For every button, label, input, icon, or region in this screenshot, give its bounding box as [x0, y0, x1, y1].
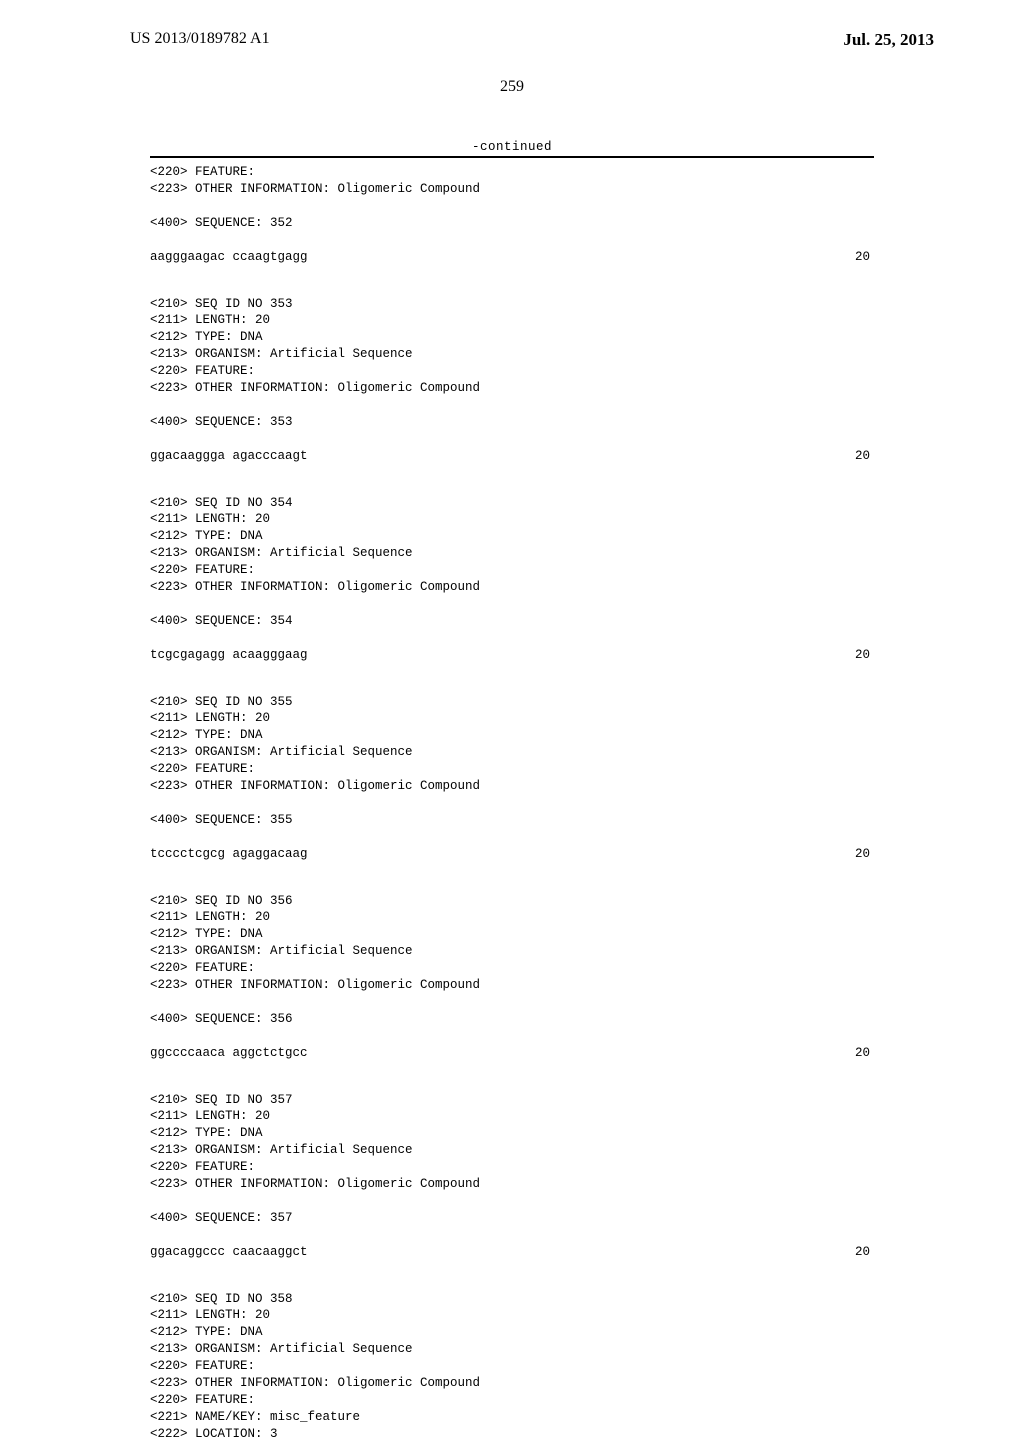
sequence-length: 20: [855, 1045, 874, 1062]
seq-text-line: <212> TYPE: DNA: [150, 926, 874, 943]
blank-line: [150, 1227, 874, 1244]
blank-line: [150, 266, 874, 296]
seq-text-line: <213> ORGANISM: Artificial Sequence: [150, 744, 874, 761]
seq-text-line: <223> OTHER INFORMATION: Oligomeric Comp…: [150, 778, 874, 795]
page-header: US 2013/0189782 A1 Jul. 25, 2013: [0, 0, 1024, 50]
sequence-length: 20: [855, 647, 874, 664]
sequence-length: 20: [855, 448, 874, 465]
seq-text-line: <223> OTHER INFORMATION: Oligomeric Comp…: [150, 380, 874, 397]
seq-text-line: <211> LENGTH: 20: [150, 1307, 874, 1324]
blank-line: [150, 829, 874, 846]
seq-text-line: <210> SEQ ID NO 357: [150, 1092, 874, 1109]
seq-text-line: <400> SEQUENCE: 356: [150, 1011, 874, 1028]
seq-text-line: <223> OTHER INFORMATION: Oligomeric Comp…: [150, 1176, 874, 1193]
seq-text-line: <400> SEQUENCE: 352: [150, 215, 874, 232]
seq-text-line: <210> SEQ ID NO 355: [150, 694, 874, 711]
seq-text-line: <400> SEQUENCE: 355: [150, 812, 874, 829]
sequence-row: aagggaagac ccaagtgagg 20: [150, 249, 874, 266]
seq-text-line: <211> LENGTH: 20: [150, 909, 874, 926]
sequence-row: ggacaaggga agacccaagt 20: [150, 448, 874, 465]
publication-number: US 2013/0189782 A1: [130, 30, 270, 48]
seq-text-line: <213> ORGANISM: Artificial Sequence: [150, 346, 874, 363]
seq-text-line: <223> OTHER INFORMATION: Oligomeric Comp…: [150, 579, 874, 596]
seq-text-line: <400> SEQUENCE: 354: [150, 613, 874, 630]
seq-text-line: <400> SEQUENCE: 353: [150, 414, 874, 431]
seq-text-line: <223> OTHER INFORMATION: Oligomeric Comp…: [150, 1375, 874, 1392]
seq-text-line: <213> ORGANISM: Artificial Sequence: [150, 1142, 874, 1159]
sequence-text: aagggaagac ccaagtgagg: [150, 249, 308, 266]
sequence-length: 20: [855, 249, 874, 266]
sequence-row: ggccccaaca aggctctgcc 20: [150, 1045, 874, 1062]
seq-text-line: <212> TYPE: DNA: [150, 727, 874, 744]
seq-text-line: <220> FEATURE:: [150, 1358, 874, 1375]
seq-text-line: <400> SEQUENCE: 357: [150, 1210, 874, 1227]
blank-line: [150, 431, 874, 448]
seq-text-line: <210> SEQ ID NO 353: [150, 296, 874, 313]
seq-text-line: <211> LENGTH: 20: [150, 511, 874, 528]
blank-line: [150, 1028, 874, 1045]
seq-text-line: <210> SEQ ID NO 356: [150, 893, 874, 910]
seq-text-line: <211> LENGTH: 20: [150, 1108, 874, 1125]
blank-line: [150, 198, 874, 215]
seq-text-line: <210> SEQ ID NO 358: [150, 1291, 874, 1308]
sequence-row: ggacaggccc caacaaggct 20: [150, 1244, 874, 1261]
seq-text-line: <220> FEATURE:: [150, 960, 874, 977]
page-number: 259: [0, 78, 1024, 96]
sequence-listing: <220> FEATURE:<223> OTHER INFORMATION: O…: [150, 164, 874, 1442]
seq-text-line: <213> ORGANISM: Artificial Sequence: [150, 943, 874, 960]
blank-line: [150, 630, 874, 647]
publication-date: Jul. 25, 2013: [843, 30, 934, 50]
seq-text-line: <220> FEATURE:: [150, 363, 874, 380]
sequence-text: ggacaaggga agacccaagt: [150, 448, 308, 465]
blank-line: [150, 232, 874, 249]
blank-line: [150, 863, 874, 893]
continued-block: -continued: [150, 140, 874, 158]
blank-line: [150, 1261, 874, 1291]
blank-line: [150, 1062, 874, 1092]
seq-text-line: <212> TYPE: DNA: [150, 1125, 874, 1142]
page-container: US 2013/0189782 A1 Jul. 25, 2013 259 -co…: [0, 0, 1024, 1320]
blank-line: [150, 1193, 874, 1210]
blank-line: [150, 994, 874, 1011]
seq-text-line: <223> OTHER INFORMATION: Oligomeric Comp…: [150, 977, 874, 994]
continued-label: -continued: [150, 140, 874, 154]
sequence-length: 20: [855, 846, 874, 863]
seq-text-line: <221> NAME/KEY: misc_feature: [150, 1409, 874, 1426]
divider: [150, 156, 874, 158]
seq-text-line: <220> FEATURE:: [150, 1392, 874, 1409]
seq-text-line: <212> TYPE: DNA: [150, 528, 874, 545]
seq-text-line: <211> LENGTH: 20: [150, 710, 874, 727]
seq-text-line: <211> LENGTH: 20: [150, 312, 874, 329]
seq-text-line: <220> FEATURE:: [150, 164, 874, 181]
seq-text-line: <213> ORGANISM: Artificial Sequence: [150, 1341, 874, 1358]
blank-line: [150, 664, 874, 694]
blank-line: [150, 397, 874, 414]
sequence-row: tcgcgagagg acaagggaag 20: [150, 647, 874, 664]
seq-text-line: <223> OTHER INFORMATION: Oligomeric Comp…: [150, 181, 874, 198]
seq-text-line: <212> TYPE: DNA: [150, 329, 874, 346]
seq-text-line: <220> FEATURE:: [150, 761, 874, 778]
sequence-row: tcccctcgcg agaggacaag 20: [150, 846, 874, 863]
seq-text-line: <220> FEATURE:: [150, 1159, 874, 1176]
sequence-text: ggacaggccc caacaaggct: [150, 1244, 308, 1261]
blank-line: [150, 596, 874, 613]
blank-line: [150, 465, 874, 495]
sequence-text: tcgcgagagg acaagggaag: [150, 647, 308, 664]
seq-text-line: <210> SEQ ID NO 354: [150, 495, 874, 512]
blank-line: [150, 795, 874, 812]
seq-text-line: <222> LOCATION: 3: [150, 1426, 874, 1442]
seq-text-line: <213> ORGANISM: Artificial Sequence: [150, 545, 874, 562]
sequence-text: tcccctcgcg agaggacaag: [150, 846, 308, 863]
sequence-text: ggccccaaca aggctctgcc: [150, 1045, 308, 1062]
seq-text-line: <212> TYPE: DNA: [150, 1324, 874, 1341]
seq-text-line: <220> FEATURE:: [150, 562, 874, 579]
sequence-length: 20: [855, 1244, 874, 1261]
